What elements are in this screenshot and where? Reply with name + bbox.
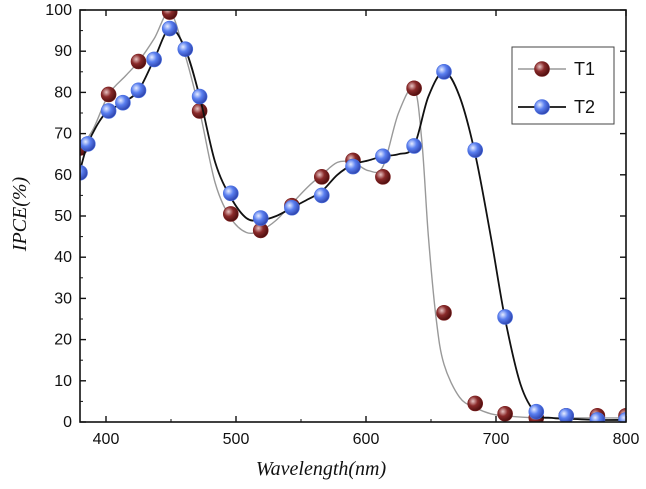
y-tick-label: 60 bbox=[54, 167, 72, 184]
legend-marker-T1 bbox=[534, 61, 550, 77]
x-axis-title: Wavelength(nm) bbox=[256, 458, 387, 480]
data-point-T2 bbox=[528, 403, 545, 420]
data-point-T2 bbox=[80, 164, 88, 181]
data-point-T1 bbox=[130, 53, 147, 70]
data-point-T2 bbox=[313, 187, 330, 204]
data-point-T2 bbox=[558, 408, 574, 422]
data-point-T2 bbox=[80, 136, 96, 152]
data-point-T2 bbox=[618, 412, 626, 422]
x-tick-labels: 400 500 600 700 800 bbox=[93, 431, 640, 448]
data-point-T1 bbox=[375, 169, 391, 185]
y-tick-label: 100 bbox=[45, 2, 72, 19]
y-tick-label: 90 bbox=[54, 43, 72, 60]
x-tick-label: 800 bbox=[613, 431, 640, 448]
x-tick-label: 600 bbox=[353, 431, 380, 448]
x-tick-label: 700 bbox=[483, 431, 510, 448]
data-point-T2 bbox=[497, 309, 513, 325]
data-point-T1 bbox=[497, 405, 513, 422]
y-tick-label: 0 bbox=[63, 414, 72, 431]
data-point-T2 bbox=[191, 88, 208, 105]
x-tick-label: 400 bbox=[93, 431, 120, 448]
data-point-T1 bbox=[223, 206, 239, 222]
data-point-T1 bbox=[406, 80, 422, 97]
series-T2 bbox=[80, 20, 626, 422]
data-point-T1 bbox=[161, 10, 178, 20]
y-tick-labels: 0 10 20 30 40 50 60 70 80 90 100 bbox=[45, 2, 72, 431]
y-tick-label: 50 bbox=[54, 208, 72, 225]
data-point-T1 bbox=[313, 169, 330, 185]
data-point-T2 bbox=[589, 412, 606, 422]
data-point-T2 bbox=[161, 20, 178, 37]
legend-marker-T2 bbox=[534, 99, 550, 115]
data-point-T2 bbox=[436, 64, 452, 80]
data-point-T2 bbox=[375, 148, 391, 165]
data-point-T2 bbox=[467, 142, 484, 158]
y-tick-label: 30 bbox=[54, 290, 72, 307]
y-axis-title: IPCE(%) bbox=[9, 176, 31, 252]
legend-label-T2: T2 bbox=[574, 97, 595, 117]
legend-label-T1: T1 bbox=[574, 59, 595, 79]
y-tick-label: 10 bbox=[54, 373, 72, 390]
legend-box bbox=[511, 46, 615, 125]
data-point-T2 bbox=[252, 210, 269, 226]
data-point-T2 bbox=[115, 94, 131, 111]
data-point-T1 bbox=[100, 86, 117, 103]
plot-frame bbox=[79, 9, 627, 423]
data-point-T2 bbox=[177, 41, 194, 57]
y-tick-label: 70 bbox=[54, 126, 72, 143]
data-point-T1 bbox=[436, 305, 452, 321]
y-tick-label: 20 bbox=[54, 332, 72, 349]
data-point-T2 bbox=[345, 158, 361, 175]
y-tick-label: 40 bbox=[54, 249, 72, 266]
data-point-T2 bbox=[130, 82, 147, 99]
data-point-T2 bbox=[284, 199, 300, 216]
data-point-T2 bbox=[223, 185, 239, 202]
x-tick-label: 500 bbox=[223, 431, 250, 448]
y-tick-label: 80 bbox=[54, 84, 72, 101]
legend: T1 T2 bbox=[511, 46, 615, 125]
data-point-T2 bbox=[100, 103, 117, 119]
data-point-T1 bbox=[467, 395, 484, 412]
data-point-T2 bbox=[146, 51, 162, 68]
data-point-T2 bbox=[406, 138, 422, 154]
series-layer bbox=[80, 10, 626, 422]
